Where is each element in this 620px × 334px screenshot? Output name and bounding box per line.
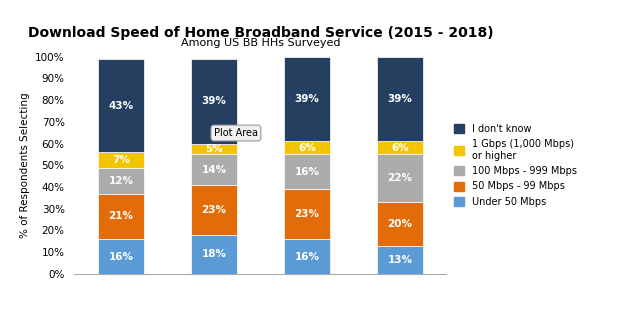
Text: 16%: 16% (108, 252, 133, 262)
Text: 39%: 39% (388, 94, 412, 104)
Bar (376, 141, 423, 154)
Bar (97, 152, 144, 167)
Text: 20%: 20% (388, 219, 412, 229)
Bar (283, 57, 330, 142)
Text: Among US BB HHs Surveyed: Among US BB HHs Surveyed (180, 38, 340, 48)
Bar (97, 168, 144, 193)
Text: 16%: 16% (294, 167, 319, 177)
Text: 7%: 7% (112, 155, 130, 165)
Text: 16%: 16% (294, 252, 319, 262)
Bar (190, 235, 237, 274)
Bar (376, 202, 423, 245)
Bar (97, 59, 144, 152)
Text: 14%: 14% (202, 165, 226, 175)
Text: 39%: 39% (202, 96, 226, 106)
Title: Download Speed of Home Broadband Service (2015 - 2018): Download Speed of Home Broadband Service… (27, 26, 494, 40)
Text: 5%: 5% (205, 144, 223, 154)
Bar (376, 245, 423, 274)
Text: 6%: 6% (298, 143, 316, 153)
Text: Plot Area: Plot Area (214, 128, 258, 138)
Text: 13%: 13% (388, 255, 412, 265)
Bar (283, 189, 330, 239)
Bar (190, 154, 237, 185)
Text: 43%: 43% (108, 101, 133, 111)
Text: 21%: 21% (108, 211, 133, 221)
Text: 23%: 23% (294, 209, 319, 219)
Legend: I don't know, 1 Gbps (1,000 Mbps)
or higher, 100 Mbps - 999 Mbps, 50 Mbps - 99 M: I don't know, 1 Gbps (1,000 Mbps) or hig… (450, 120, 580, 211)
Y-axis label: % of Respondents Selecting: % of Respondents Selecting (20, 93, 30, 238)
Bar (376, 154, 423, 202)
Bar (283, 141, 330, 154)
Bar (97, 193, 144, 239)
Text: 6%: 6% (391, 143, 409, 153)
Bar (190, 185, 237, 235)
Bar (376, 57, 423, 142)
Text: 18%: 18% (202, 249, 226, 259)
Text: 22%: 22% (388, 173, 412, 183)
Bar (283, 154, 330, 189)
Text: 39%: 39% (294, 94, 319, 104)
Bar (190, 144, 237, 154)
Text: 23%: 23% (202, 205, 226, 215)
Bar (283, 239, 330, 274)
Bar (97, 239, 144, 274)
Bar (190, 59, 237, 144)
Text: 12%: 12% (108, 176, 133, 185)
